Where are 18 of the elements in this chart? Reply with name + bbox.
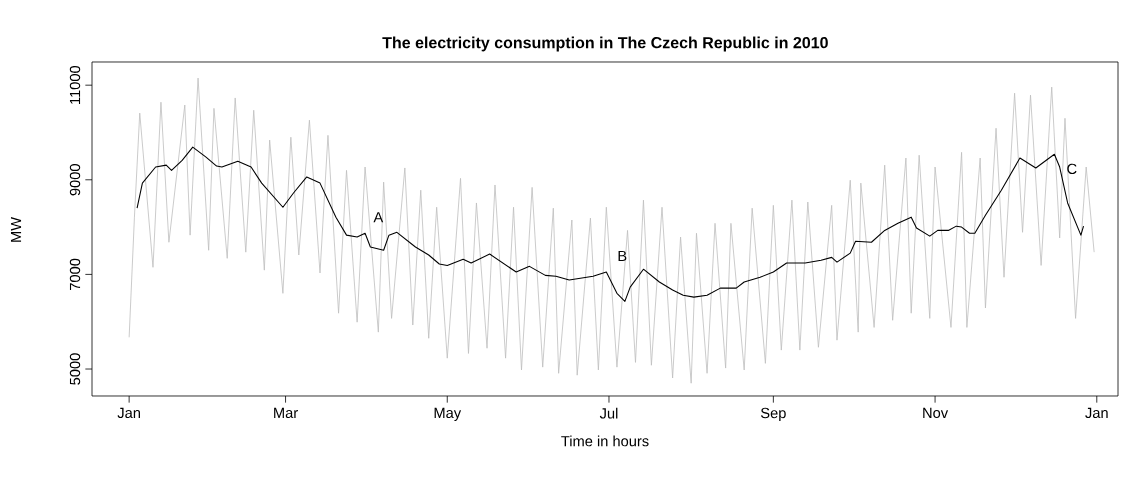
y-tick-label: 9000	[69, 164, 81, 196]
annotation: A	[373, 212, 384, 223]
x-tick-label: Jan	[1085, 407, 1108, 419]
y-axis-title: MW	[10, 217, 22, 242]
y-tick-label: 11000	[69, 65, 81, 104]
x-tick-label: Jul	[599, 407, 618, 419]
annotation: B	[618, 250, 627, 261]
x-tick-label: May	[434, 407, 462, 421]
y-tick-label: 5000	[69, 353, 81, 385]
x-tick-label: Jan	[117, 407, 140, 419]
x-axis-title: Time in hours	[561, 435, 649, 447]
x-tick-label: Mar	[274, 407, 298, 419]
x-tick-label: Sep	[760, 407, 786, 422]
annotation: C	[1067, 163, 1077, 175]
chart-title: The electricity consumption in The Czech Republic in 2010	[382, 36, 828, 52]
x-tick-label: Nov	[923, 407, 949, 419]
line-series	[128, 77, 1095, 384]
y-tick-label: 7000	[69, 258, 81, 290]
